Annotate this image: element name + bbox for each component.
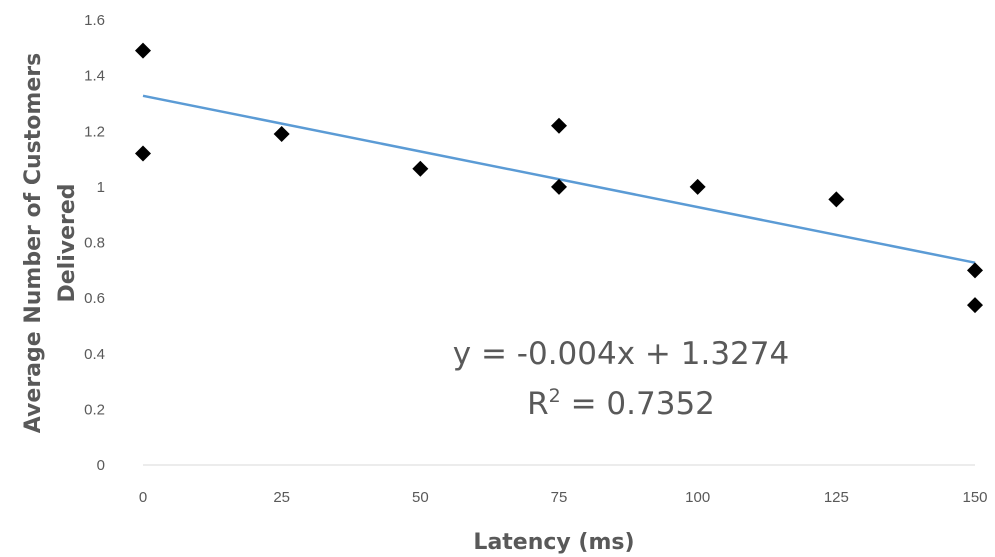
y-tick-label: 1.6 [84, 12, 105, 29]
r-squared-value: = 0.7352 [561, 386, 715, 422]
x-tick-label: 100 [685, 489, 710, 506]
data-point-8 [967, 262, 983, 279]
x-tick-label: 0 [139, 489, 147, 506]
data-point-6 [689, 178, 706, 195]
y-tick-label: 0.6 [84, 290, 105, 307]
y-axis-title-line-1: Average Number of Customers [21, 53, 46, 433]
y-axis-title-line-2: Delivered [55, 183, 80, 302]
data-point-1 [135, 145, 151, 162]
y-axis-title: Average Number of Customers Delivered [21, 53, 80, 433]
trendline-equation: y = -0.004x + 1.3274 [453, 336, 789, 372]
x-tick-label: 50 [412, 489, 429, 506]
y-tick-label: 1 [97, 179, 105, 196]
r-squared-prefix: R [527, 386, 549, 422]
data-point-3 [412, 160, 429, 177]
y-tick-label: 0.2 [84, 401, 105, 418]
x-tick-label: 125 [824, 489, 849, 506]
y-tick-label: 0 [97, 457, 105, 474]
data-point-9 [967, 297, 983, 314]
x-tick-label: 75 [551, 489, 568, 506]
data-point-7 [828, 191, 845, 208]
data-point-0 [135, 42, 151, 59]
y-tick-label: 0.8 [84, 235, 105, 252]
y-tick-label: 0.4 [84, 346, 105, 363]
y-tick-labels: 0 0.2 0.4 0.6 0.8 1 1.2 1.4 1.6 [84, 12, 105, 474]
x-tick-label: 150 [962, 489, 987, 506]
r-squared-superscript: 2 [549, 385, 561, 407]
y-tick-label: 1.4 [84, 68, 105, 85]
y-tick-label: 1.2 [84, 123, 105, 140]
data-point-4 [551, 117, 567, 134]
data-points [135, 42, 983, 314]
x-tick-labels: 0 25 50 75 100 125 150 [139, 489, 988, 506]
x-tick-label: 25 [273, 489, 290, 506]
trendline-r-squared: R2 = 0.7352 [527, 385, 715, 422]
data-point-5 [551, 178, 567, 195]
x-axis-title: Latency (ms) [473, 530, 634, 555]
data-point-2 [273, 126, 290, 143]
